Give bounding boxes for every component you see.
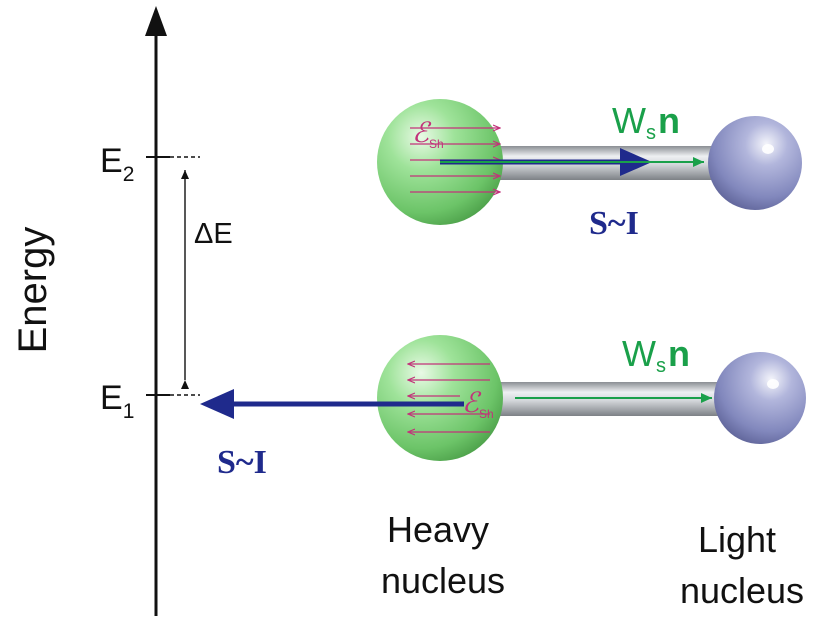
- lower-spin-arrow-head: [200, 389, 234, 419]
- upper-ws-label: Wsn: [612, 100, 680, 144]
- lower-heavy-nucleus: [377, 335, 503, 461]
- lower-molecule: ℰSh Wsn S~I: [200, 333, 806, 481]
- upper-light-nucleus: [708, 116, 802, 210]
- lower-light-highlight: [767, 379, 779, 389]
- light-nucleus-label: Light nucleus: [680, 519, 804, 611]
- upper-molecule: ℰSh Wsn S~I: [377, 99, 802, 242]
- upper-spin-label: S~I: [589, 205, 639, 242]
- energy-axis-arrowhead: [145, 6, 167, 36]
- heavy-nucleus-label: Heavy nucleus: [381, 509, 505, 601]
- e2-label: E2: [100, 142, 134, 186]
- energy-axis-label: Energy: [11, 227, 55, 354]
- lower-spin-label: S~I: [217, 444, 267, 481]
- lower-field-symbol: ℰSh: [462, 388, 494, 421]
- lower-field-arrows: [408, 364, 490, 432]
- e1-label: E1: [100, 379, 134, 423]
- lower-light-nucleus: [714, 352, 806, 444]
- upper-light-highlight: [762, 144, 774, 154]
- lower-ws-label: Wsn: [622, 333, 690, 377]
- delta-e-label: ΔE: [194, 218, 233, 250]
- upper-field-symbol: ℰSh: [412, 118, 444, 151]
